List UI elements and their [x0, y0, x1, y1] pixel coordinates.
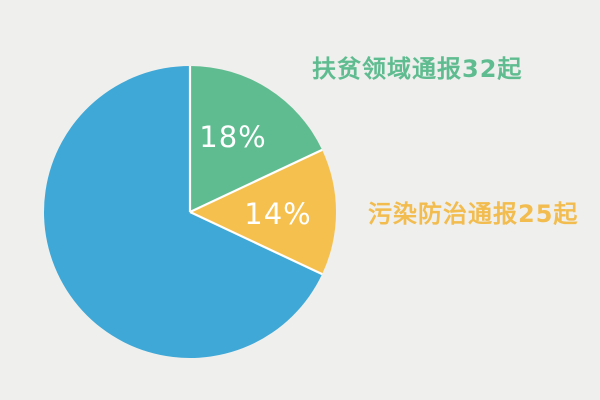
green-slice-annotation: 扶贫领域通报32起	[312, 55, 523, 83]
pie-slice-poverty-alleviation	[190, 66, 323, 212]
slice-separator	[189, 148, 323, 213]
yellow-slice-annotation: 污染防治通报25起	[368, 200, 579, 228]
pie-slice-pollution-control	[190, 149, 336, 275]
pie-slice-other	[44, 66, 323, 358]
green-slice-percent-label: 18%	[199, 120, 267, 154]
yellow-slice-percent-label: 14%	[244, 197, 312, 231]
slice-separator	[189, 211, 323, 276]
